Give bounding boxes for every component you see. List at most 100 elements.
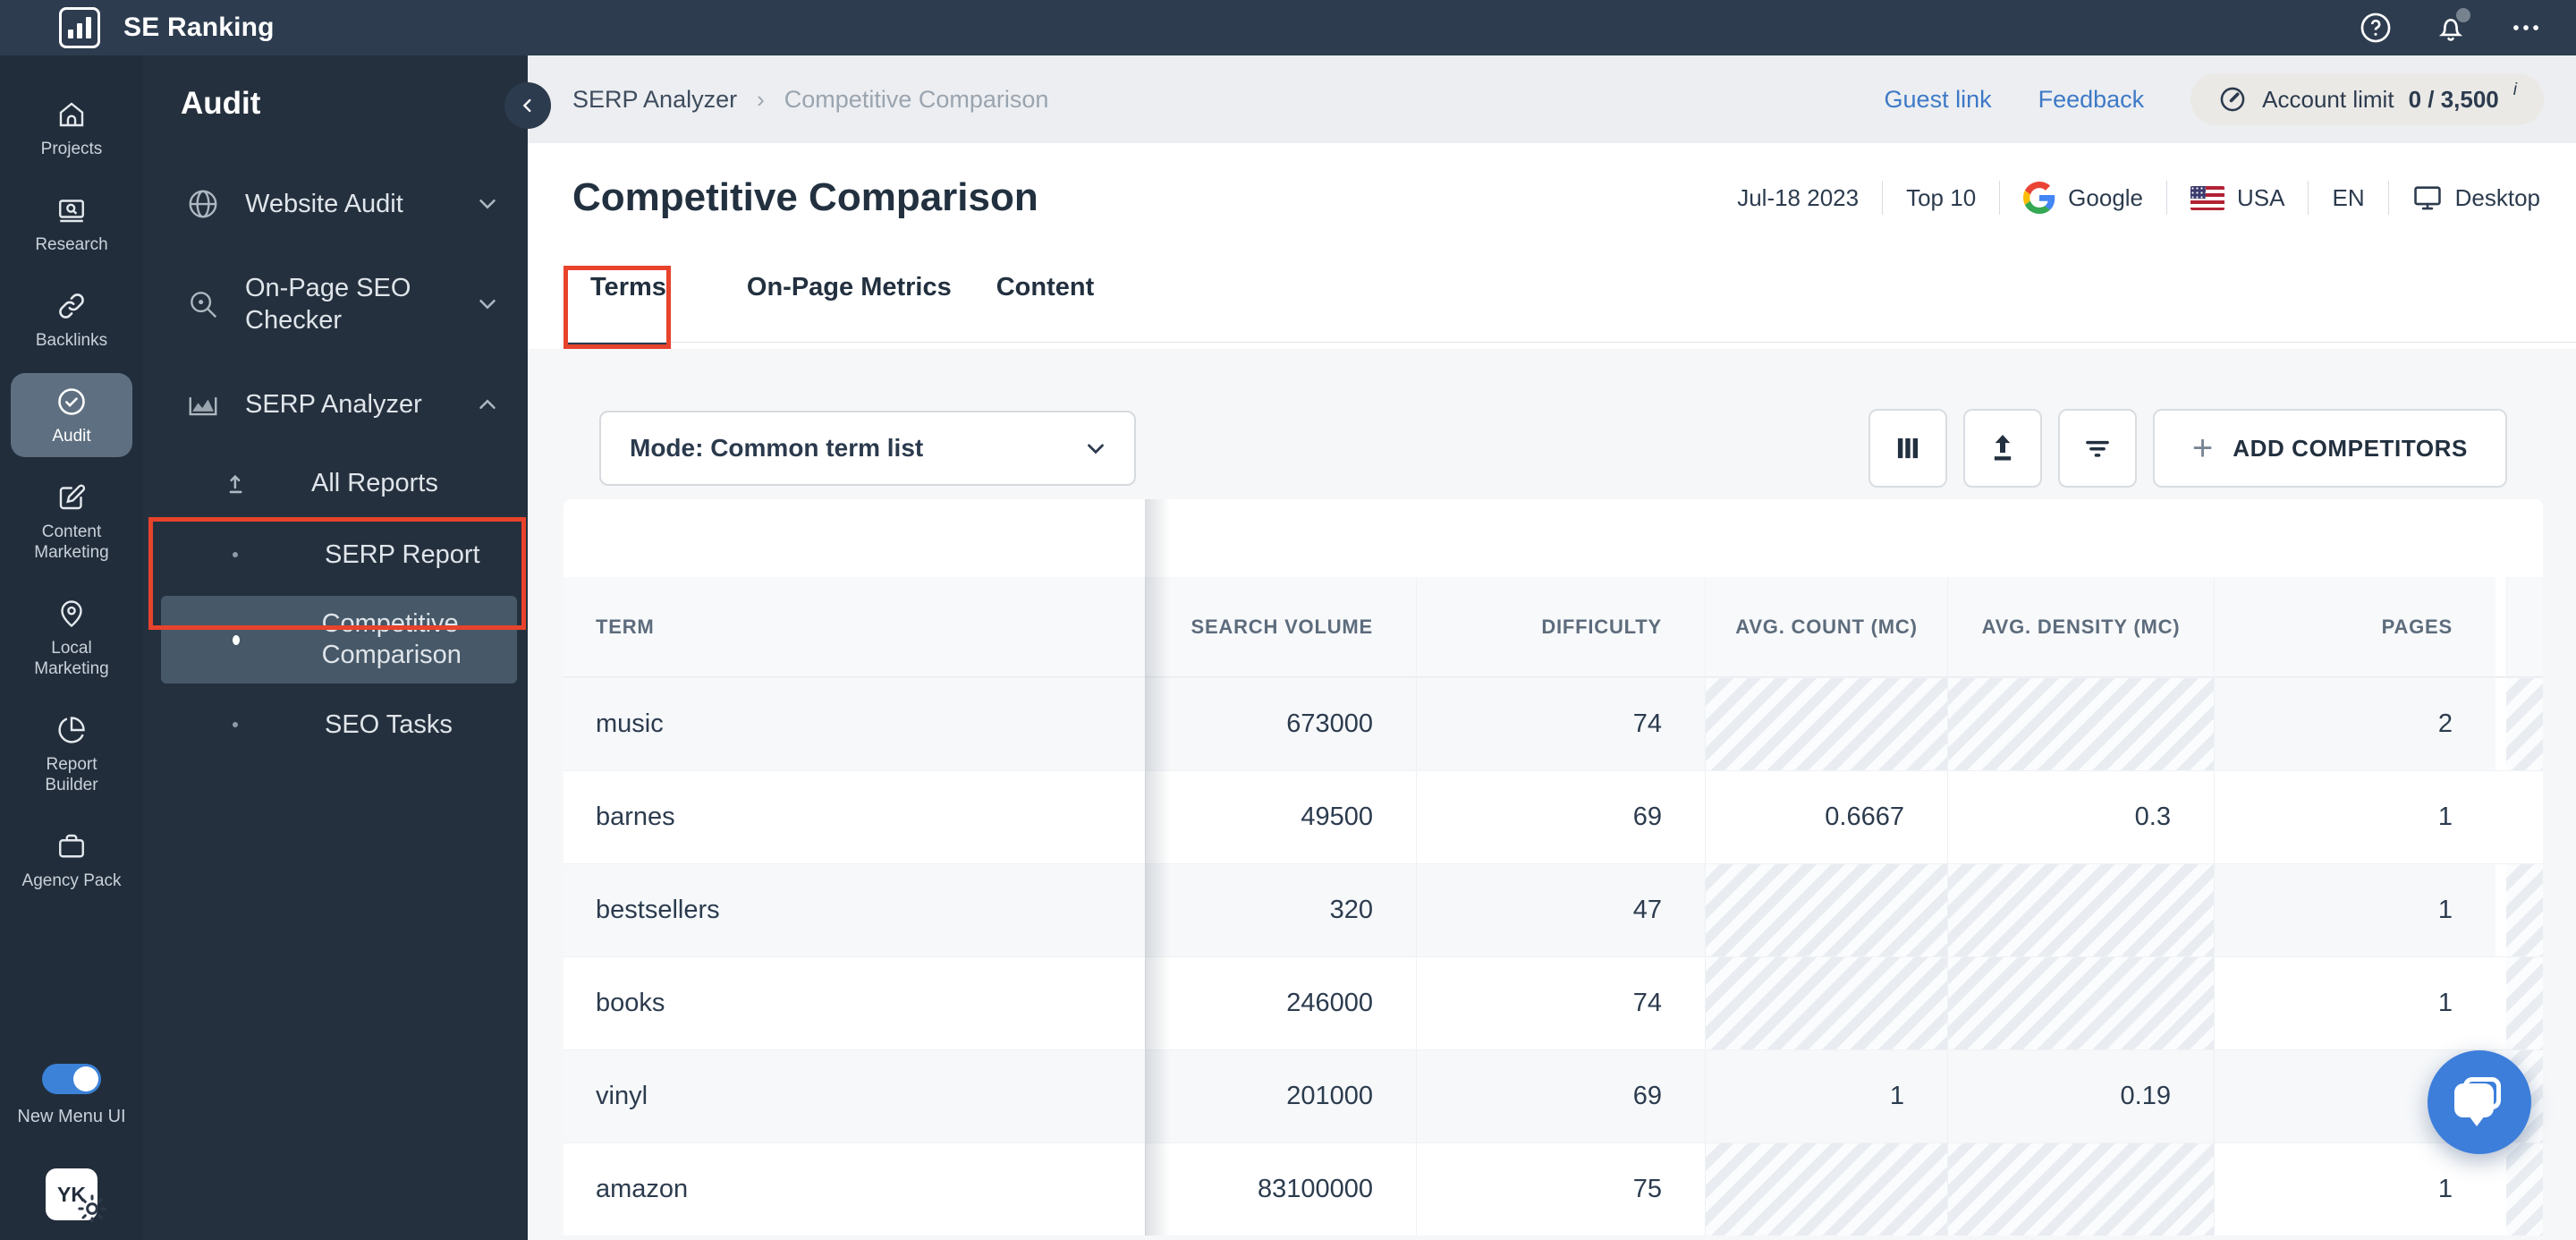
avg-count-cell <box>1705 957 1947 1049</box>
back-to-list-arrow-icon <box>222 468 252 498</box>
sidebar-item-label: Report Builder <box>18 754 125 795</box>
notifications-bell-icon[interactable] <box>2433 10 2469 46</box>
report-engine[interactable]: Google <box>2023 182 2143 214</box>
help-icon[interactable] <box>2358 10 2394 46</box>
report-device[interactable]: Desktop <box>2412 183 2540 213</box>
sidebar-item-research[interactable]: Research <box>11 182 132 266</box>
avg-density-cell: 0.3 <box>1947 771 2214 863</box>
submenu-item-seo-tasks[interactable]: SEO Tasks <box>143 689 528 760</box>
table-row[interactable]: amazon 83100000 75 1 <box>564 1142 2543 1236</box>
term-cell: bestsellers <box>564 864 1145 956</box>
table-row[interactable]: bestsellers 320 47 1 <box>564 863 2543 956</box>
difficulty-cell: 69 <box>1416 771 1705 863</box>
submenu-item-label: Website Audit <box>245 188 449 220</box>
report-language[interactable]: EN <box>2332 184 2364 212</box>
sidebar-item-local-marketing[interactable]: Local Marketing <box>11 585 132 690</box>
chat-icon <box>2454 1077 2501 1118</box>
tab-terms[interactable]: Terms <box>590 273 666 302</box>
se-ranking-app: SE Ranking <box>0 0 2576 1240</box>
desktop-icon <box>2412 183 2443 213</box>
breadcrumb-parent[interactable]: SERP Analyzer <box>572 86 737 114</box>
volume-cell: 246000 <box>1145 957 1416 1049</box>
gear-icon[interactable] <box>74 1191 110 1231</box>
column-header-difficulty[interactable]: DIFFICULTY <box>1416 577 1705 676</box>
guest-link[interactable]: Guest link <box>1885 86 1992 114</box>
submenu-item-all-reports[interactable]: All Reports <box>143 447 528 519</box>
top-bar: SE Ranking <box>0 0 2576 55</box>
chevron-up-icon <box>474 391 501 418</box>
sidebar-item-label: Local Marketing <box>18 638 125 679</box>
sidebar-item-label: Content Marketing <box>18 522 125 563</box>
account-limit-badge[interactable]: Account limit 0 / 3,500 i <box>2190 73 2544 125</box>
table-top-row <box>564 499 2543 577</box>
account-limit-value: 0 / 3,500 <box>2409 86 2499 114</box>
columns-icon <box>1891 431 1925 465</box>
chevron-down-icon <box>474 291 501 318</box>
google-icon <box>2023 182 2055 214</box>
notification-badge <box>2456 8 2470 22</box>
submenu-item-serp-analyzer[interactable]: SERP Analyzer <box>143 361 528 447</box>
bar-chart-logo-icon <box>59 7 100 48</box>
export-button[interactable] <box>1963 409 2042 488</box>
report-date[interactable]: Jul-18 2023 <box>1737 184 1859 212</box>
column-header-avg-density[interactable]: AVG. DENSITY (MC) <box>1947 577 2214 676</box>
term-cell: vinyl <box>564 1050 1145 1142</box>
column-header-term[interactable]: TERM <box>564 577 1145 676</box>
submenu-item-serp-report[interactable]: SERP Report <box>143 519 528 590</box>
sidebar-item-report-builder[interactable]: Report Builder <box>11 701 132 806</box>
avg-density-cell <box>1947 864 2214 956</box>
column-header-search-volume[interactable]: SEARCH VOLUME <box>1145 577 1416 676</box>
sidebar-item-agency-pack[interactable]: Agency Pack <box>11 818 132 902</box>
sidebar-item-projects[interactable]: Projects <box>11 86 132 170</box>
columns-button[interactable] <box>1868 409 1947 488</box>
column-header-pages[interactable]: PAGES <box>2214 577 2496 676</box>
audit-submenu: Audit Website Audit On-Page SEO Checker … <box>143 55 528 1240</box>
chat-widget-button[interactable] <box>2428 1050 2531 1154</box>
toggle-label: New Menu UI <box>17 1107 125 1127</box>
bullet-icon <box>233 635 240 645</box>
table-row[interactable]: barnes 49500 69 0.6667 0.3 1 <box>564 770 2543 863</box>
submenu-item-onpage-seo-checker[interactable]: On-Page SEO Checker <box>143 247 528 361</box>
export-icon <box>1985 430 2021 466</box>
tab-content[interactable]: Content <box>996 273 1095 302</box>
table-row[interactable]: vinyl 201000 69 1 0.19 <box>564 1049 2543 1142</box>
submenu-item-website-audit[interactable]: Website Audit <box>143 161 528 247</box>
avg-count-cell <box>1705 1143 1947 1236</box>
check-circle-icon <box>55 386 88 418</box>
column-header-avg-count[interactable]: AVG. COUNT (MC) <box>1705 577 1947 676</box>
more-menu-icon[interactable] <box>2508 10 2544 46</box>
sidebar-item-audit[interactable]: Audit <box>11 373 132 457</box>
sidebar-item-content-marketing[interactable]: Content Marketing <box>11 469 132 573</box>
new-menu-ui-toggle[interactable] <box>42 1064 101 1094</box>
report-country[interactable]: USA <box>2190 184 2284 212</box>
tab-onpage-metrics[interactable]: On-Page Metrics <box>747 273 952 302</box>
report-top[interactable]: Top 10 <box>1906 184 1976 212</box>
submenu-item-competitive-comparison[interactable]: Competitive Comparison <box>161 596 517 684</box>
sidebar-item-label: Audit <box>18 426 125 446</box>
pages-cell: 1 <box>2214 1143 2496 1236</box>
difficulty-cell: 75 <box>1416 1143 1705 1236</box>
filter-button[interactable] <box>2058 409 2137 488</box>
table-row[interactable]: music 673000 74 2 <box>564 677 2543 770</box>
brand[interactable]: SE Ranking <box>0 7 275 48</box>
submenu-item-label: SERP Analyzer <box>245 388 449 420</box>
add-competitors-button[interactable]: + ADD COMPETITORS <box>2153 409 2507 488</box>
mode-select[interactable]: Mode: Common term list <box>599 411 1136 486</box>
avg-count-cell <box>1705 864 1947 956</box>
term-cell: amazon <box>564 1143 1145 1236</box>
report-settings: Jul-18 2023 Top 10 Google USA <box>1737 181 2540 215</box>
main-content: SERP Analyzer › Competitive Comparison G… <box>528 55 2576 1240</box>
feedback-link[interactable]: Feedback <box>2038 86 2145 114</box>
magnifier-icon <box>186 287 220 321</box>
brand-name: SE Ranking <box>123 13 275 43</box>
pages-cell: 2 <box>2214 678 2496 770</box>
term-cell: music <box>564 678 1145 770</box>
submenu-heading: Audit <box>143 86 528 122</box>
sidebar-item-backlinks[interactable]: Backlinks <box>11 277 132 361</box>
table-row[interactable]: books 246000 74 1 <box>564 956 2543 1049</box>
submenu-item-label: Competitive Comparison <box>322 608 517 671</box>
pages-cell: 1 <box>2214 957 2496 1049</box>
collapse-sidebar-button[interactable] <box>504 82 551 129</box>
volume-cell: 201000 <box>1145 1050 1416 1142</box>
breadcrumb-separator: › <box>757 86 765 114</box>
